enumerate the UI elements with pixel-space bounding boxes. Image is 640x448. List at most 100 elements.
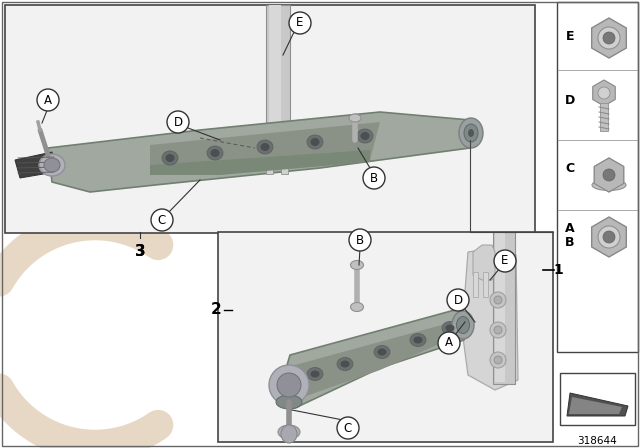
Polygon shape xyxy=(567,393,628,416)
Ellipse shape xyxy=(456,316,470,333)
Bar xyxy=(269,5,281,138)
Circle shape xyxy=(603,231,615,243)
Polygon shape xyxy=(48,112,475,192)
Ellipse shape xyxy=(351,302,364,311)
Polygon shape xyxy=(569,397,622,414)
Circle shape xyxy=(363,167,385,189)
Text: A: A xyxy=(445,336,453,349)
Text: C: C xyxy=(344,422,352,435)
Polygon shape xyxy=(595,158,624,192)
Circle shape xyxy=(277,373,301,397)
Text: 2: 2 xyxy=(211,302,222,318)
Ellipse shape xyxy=(468,129,474,137)
Bar xyxy=(5,5,535,233)
Ellipse shape xyxy=(166,154,175,162)
Text: C: C xyxy=(158,214,166,227)
Text: D: D xyxy=(565,94,575,107)
Bar xyxy=(495,232,505,382)
Circle shape xyxy=(598,87,610,99)
Ellipse shape xyxy=(257,140,273,154)
Circle shape xyxy=(269,365,309,405)
Circle shape xyxy=(37,89,59,111)
Text: B: B xyxy=(370,172,378,185)
Ellipse shape xyxy=(281,425,297,443)
Polygon shape xyxy=(591,18,627,58)
Ellipse shape xyxy=(162,151,178,165)
Polygon shape xyxy=(473,245,495,280)
Ellipse shape xyxy=(464,124,478,142)
Ellipse shape xyxy=(307,135,323,149)
Text: 1: 1 xyxy=(553,263,563,277)
Text: A: A xyxy=(44,94,52,107)
Circle shape xyxy=(447,289,469,311)
Bar xyxy=(560,373,635,425)
Ellipse shape xyxy=(413,336,422,344)
Circle shape xyxy=(337,417,359,439)
Text: B: B xyxy=(565,236,575,249)
Ellipse shape xyxy=(410,333,426,346)
Text: D: D xyxy=(173,116,182,129)
Polygon shape xyxy=(591,217,627,257)
Polygon shape xyxy=(462,248,518,390)
Ellipse shape xyxy=(310,138,319,146)
Ellipse shape xyxy=(211,149,220,157)
Bar xyxy=(483,272,488,297)
Bar xyxy=(473,272,478,297)
Circle shape xyxy=(167,111,189,133)
Circle shape xyxy=(438,332,460,354)
Ellipse shape xyxy=(452,311,474,339)
Ellipse shape xyxy=(340,361,349,367)
Ellipse shape xyxy=(442,322,458,335)
Ellipse shape xyxy=(278,425,300,439)
Circle shape xyxy=(151,209,173,231)
Ellipse shape xyxy=(459,118,483,148)
Polygon shape xyxy=(150,122,380,172)
Bar xyxy=(557,2,638,352)
Ellipse shape xyxy=(445,324,454,332)
Polygon shape xyxy=(15,152,55,178)
Polygon shape xyxy=(280,308,468,408)
Ellipse shape xyxy=(39,154,65,176)
Bar xyxy=(266,152,273,174)
Ellipse shape xyxy=(592,180,626,190)
Ellipse shape xyxy=(310,370,319,378)
Ellipse shape xyxy=(207,146,223,160)
Ellipse shape xyxy=(374,345,390,358)
Circle shape xyxy=(490,322,506,338)
Bar xyxy=(218,232,553,442)
Circle shape xyxy=(603,32,615,44)
Circle shape xyxy=(598,226,620,248)
Circle shape xyxy=(494,250,516,272)
Bar xyxy=(281,152,288,174)
Text: B: B xyxy=(356,233,364,246)
Polygon shape xyxy=(150,150,370,175)
Text: D: D xyxy=(453,293,463,306)
Circle shape xyxy=(349,229,371,251)
Text: C: C xyxy=(565,161,575,175)
Circle shape xyxy=(490,292,506,308)
Polygon shape xyxy=(595,158,624,192)
Circle shape xyxy=(490,352,506,368)
Ellipse shape xyxy=(378,349,387,356)
Ellipse shape xyxy=(276,395,302,409)
Bar xyxy=(600,103,608,131)
Circle shape xyxy=(603,169,615,181)
Text: E: E xyxy=(501,254,509,267)
Circle shape xyxy=(289,12,311,34)
Circle shape xyxy=(494,326,502,334)
Text: 3: 3 xyxy=(134,245,145,259)
Ellipse shape xyxy=(349,114,361,122)
Bar xyxy=(266,5,290,140)
Polygon shape xyxy=(593,80,615,106)
Text: E: E xyxy=(296,17,304,30)
Ellipse shape xyxy=(260,143,269,151)
Circle shape xyxy=(494,356,502,364)
Circle shape xyxy=(494,296,502,304)
Ellipse shape xyxy=(351,260,364,270)
Polygon shape xyxy=(295,320,460,400)
Text: E: E xyxy=(566,30,574,43)
Ellipse shape xyxy=(360,132,369,140)
Bar xyxy=(493,232,515,384)
Text: 3: 3 xyxy=(134,245,145,259)
Ellipse shape xyxy=(357,129,373,143)
